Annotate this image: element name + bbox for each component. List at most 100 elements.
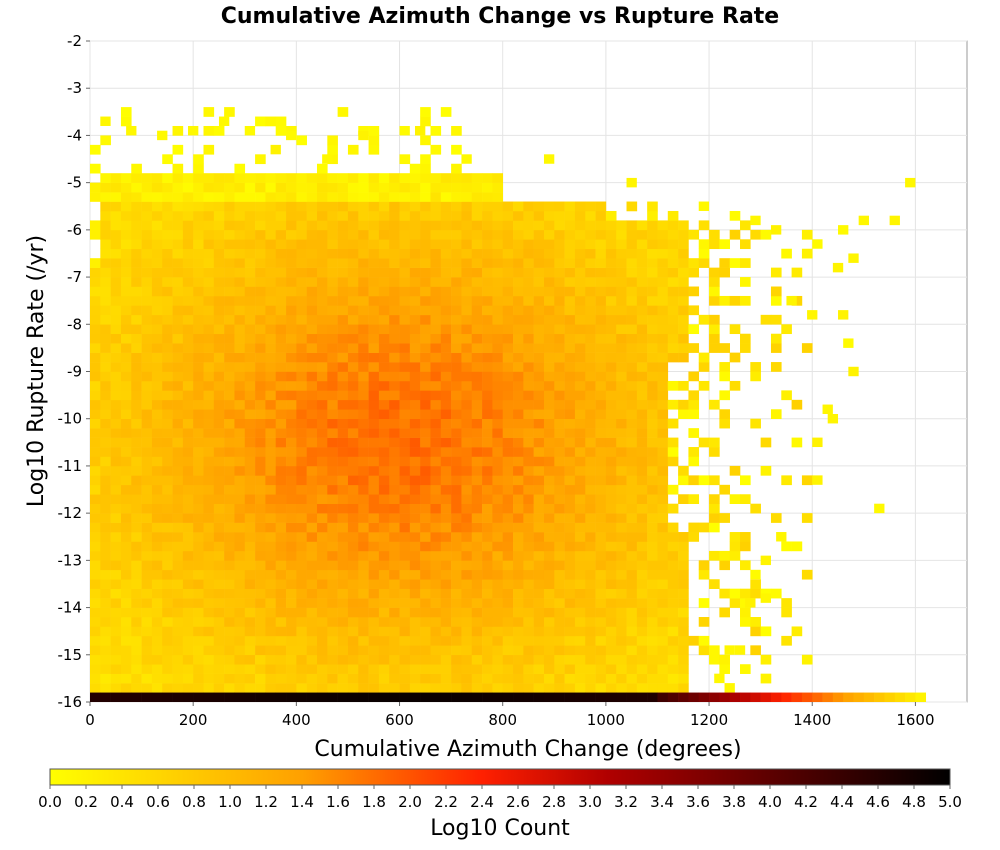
heatmap-cell (172, 475, 184, 486)
heatmap-cell (193, 248, 204, 259)
heatmap-cell (554, 220, 565, 231)
heatmap-cell (120, 475, 132, 486)
heatmap-cell (244, 399, 256, 410)
heatmap-cell (213, 324, 225, 335)
heatmap-cell (471, 201, 483, 212)
heatmap-cell (378, 362, 390, 372)
heatmap-cell (471, 447, 483, 457)
heatmap-cell (513, 314, 524, 325)
heatmap-cell (626, 579, 638, 589)
heatmap-cell (234, 635, 246, 646)
heatmap-cell (213, 192, 225, 202)
heatmap-cell (193, 654, 204, 665)
heatmap-cell (162, 437, 173, 448)
heatmap-cell (389, 239, 400, 250)
heatmap-cell (162, 192, 173, 202)
heatmap-cell (151, 267, 163, 278)
heatmap-cell (461, 484, 473, 495)
heatmap-cell (213, 390, 225, 401)
heatmap-cell (120, 409, 132, 420)
heatmap-cell (461, 390, 473, 401)
heatmap-cell (543, 513, 555, 523)
heatmap-cell (131, 182, 142, 193)
heatmap-cell (151, 569, 163, 580)
heatmap-cell (378, 182, 390, 193)
heatmap-cell (482, 513, 493, 523)
heatmap-cell (347, 371, 359, 382)
heatmap-cell (368, 182, 380, 193)
heatmap-cell (678, 607, 689, 618)
heatmap-cell (409, 210, 421, 221)
heatmap-cell (203, 673, 215, 684)
heatmap-cell (389, 295, 400, 306)
heatmap-cell (327, 324, 338, 335)
heatmap-cell (471, 494, 483, 504)
heatmap-cell (368, 371, 380, 382)
heatmap-cell (327, 201, 338, 212)
heatmap-cell (389, 229, 400, 240)
heatmap-cell (275, 626, 287, 637)
heatmap-cell (647, 560, 658, 571)
heatmap-cell (193, 541, 204, 552)
heatmap-cell (585, 484, 596, 495)
heatmap-cell (100, 399, 111, 410)
heatmap-cell (224, 380, 235, 391)
heatmap-cell (616, 390, 627, 401)
heatmap-cell (100, 409, 111, 420)
heatmap-cell (327, 522, 338, 533)
heatmap-cell (523, 560, 534, 571)
heatmap-cell (399, 617, 411, 627)
heatmap-cell (574, 258, 586, 268)
heatmap-cell (678, 664, 689, 674)
heatmap-cell (182, 484, 194, 495)
heatmap-cell (523, 267, 534, 278)
heatmap-cell (647, 673, 658, 684)
heatmap-cell (523, 598, 534, 608)
heatmap-cell (678, 343, 689, 353)
heatmap-cell (482, 314, 493, 325)
heatmap-cell (193, 588, 204, 599)
y-tick-label: -7 (67, 268, 82, 286)
heatmap-cell (110, 484, 122, 495)
heatmap-cell (316, 626, 328, 637)
heatmap-cell (265, 541, 277, 552)
heatmap-cell (502, 343, 514, 353)
heatmap-cell (678, 475, 689, 486)
heatmap-cell (182, 664, 194, 674)
heatmap-cell (100, 248, 111, 259)
heatmap-cell (709, 399, 720, 410)
y-tick-label: -14 (58, 599, 83, 617)
heatmap-cell (213, 125, 225, 136)
heatmap-cell (451, 428, 462, 438)
heatmap-cell (626, 314, 638, 325)
heatmap-cell (698, 437, 710, 448)
heatmap-cell (286, 220, 297, 231)
heatmap-cell (440, 617, 452, 627)
heatmap-cell (203, 125, 215, 136)
heatmap-cell (492, 333, 504, 344)
heatmap-cell (409, 579, 421, 589)
heatmap-cell (151, 286, 163, 297)
heatmap-cell (90, 390, 101, 401)
heatmap-cell (430, 390, 442, 401)
heatmap-cell (595, 579, 607, 589)
heatmap-cell (595, 522, 607, 533)
heatmap-cell (616, 683, 627, 693)
heatmap-cell (667, 692, 679, 702)
heatmap-cell (286, 456, 297, 467)
heatmap-cell (461, 418, 473, 429)
heatmap-cell (564, 295, 576, 306)
heatmap-cell (482, 465, 493, 476)
heatmap-cell (286, 692, 297, 702)
heatmap-cell (244, 220, 256, 231)
heatmap-cell (409, 380, 421, 391)
heatmap-cell (523, 210, 534, 221)
heatmap-cell (131, 475, 142, 486)
heatmap-cell (492, 258, 504, 268)
heatmap-cell (698, 569, 710, 580)
heatmap-cell (213, 673, 225, 684)
colorbar-tick-label: 3.4 (650, 793, 674, 811)
heatmap-cell (564, 210, 576, 221)
heatmap-cell (719, 664, 730, 674)
heatmap-cell (347, 380, 359, 391)
